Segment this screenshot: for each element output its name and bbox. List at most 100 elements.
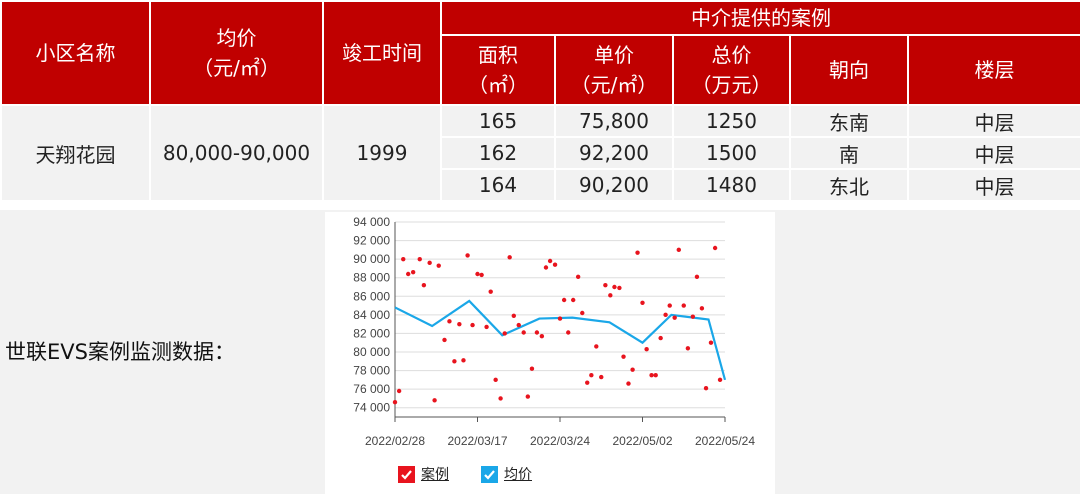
case-point (427, 260, 432, 266)
orientation-cell: 东南 (789, 104, 909, 138)
case-point (557, 316, 563, 321)
col-unit-price-header: 单价 （元/㎡） (554, 34, 674, 106)
case-point (552, 262, 558, 267)
case-point (498, 396, 503, 401)
col-total-price-header: 总价 （万元） (672, 34, 791, 106)
y-tick-label: 76 000 (353, 382, 390, 396)
chart-svg: 74 000 76 000 78 000 80 000 82 000 84 000 86 0… (353, 215, 755, 448)
legend-item-avg[interactable]: 均价 (481, 464, 532, 484)
col-area-header: 面积 （㎡） (440, 34, 556, 106)
case-point (672, 315, 677, 320)
x-tick-label: 2022/05/02 (612, 434, 672, 448)
community-name-cell: 天翔花园 (0, 104, 151, 202)
case-point (421, 282, 427, 288)
case-point (417, 256, 422, 262)
case-point (626, 381, 631, 386)
case-point (484, 324, 489, 330)
case-point (676, 247, 681, 253)
case-point (580, 310, 585, 316)
case-point (543, 265, 549, 270)
case-point (465, 253, 470, 258)
case-point (521, 330, 526, 335)
case-point (457, 321, 462, 327)
y-tick-label: 94 000 (353, 215, 390, 229)
y-tick-label: 90 000 (353, 252, 390, 266)
total-price-cell: 1250 (672, 104, 791, 138)
case-point (392, 399, 398, 405)
case-point (585, 380, 590, 385)
orientation-cell: 东北 (789, 168, 909, 202)
case-point (649, 373, 654, 378)
case-point (566, 330, 571, 335)
legend-label-avg: 均价 (504, 467, 532, 483)
case-point (511, 313, 516, 318)
y-tick-label: 82 000 (353, 326, 390, 340)
floor-cell: 中层 (906, 136, 1080, 170)
evs-section: 世联EVS案例监测数据： 74 000 76 000 78 000 80 000 82 … (0, 210, 1080, 494)
case-point (663, 312, 668, 318)
table-row: 天翔花园 80,000-90,000 1999 165 75,800 1250 … (0, 104, 1080, 202)
x-tick-label: 2022/03/24 (530, 434, 590, 448)
unit-price-cell: 90,200 (554, 168, 674, 202)
case-point (502, 331, 507, 336)
y-tick-label: 88 000 (353, 271, 390, 285)
case-point (432, 398, 437, 403)
legend-item-cases[interactable]: 案例 (398, 464, 449, 484)
case-point (534, 330, 540, 335)
case-point (658, 335, 663, 341)
case-point (516, 322, 521, 328)
case-point (640, 300, 645, 305)
case-point (612, 284, 617, 290)
case-point (630, 367, 635, 372)
case-point (436, 263, 441, 268)
case-point (690, 314, 696, 319)
case-point (681, 303, 686, 308)
table-row: 164 90,200 1480 东北 中层 (1, 168, 1080, 202)
unit-price-cell: 75,800 (554, 104, 674, 138)
evs-chart: 74 000 76 000 78 000 80 000 82 000 84 000 86 0… (325, 212, 775, 494)
case-point (493, 377, 498, 383)
col-community-header: 小区名称 (0, 0, 151, 106)
col-built-year-header: 竣工时间 (322, 0, 442, 106)
legend-check-icon (481, 465, 498, 483)
avg-price-label: 均价 (216, 26, 257, 50)
area-label: 面积 (478, 43, 518, 67)
case-point (708, 340, 714, 345)
case-point (507, 255, 512, 260)
legend-label-cases: 案例 (421, 467, 449, 483)
area-cell: 164 (440, 168, 556, 202)
orientation-cell: 南 (789, 136, 909, 170)
case-point (539, 334, 545, 339)
evs-label: 世联EVS案例监测数据： (5, 340, 235, 364)
total-price-cell: 1480 (672, 168, 791, 202)
case-point (599, 374, 604, 380)
avg-price-cell: 80,000-90,000 (149, 104, 324, 202)
y-tick-label: 74 000 (353, 401, 390, 415)
floor-cell: 中层 (906, 104, 1080, 138)
case-point (406, 271, 411, 277)
case-point (525, 394, 531, 399)
area-cell: 162 (440, 136, 556, 170)
case-point (401, 256, 406, 262)
total-price-unit: （万元） (691, 73, 772, 97)
case-point (547, 258, 553, 264)
case-point (617, 285, 622, 291)
case-point (452, 359, 457, 364)
unit-price-cell: 92,200 (554, 136, 674, 170)
case-point (396, 388, 402, 394)
col-avg-price-header: 均价 （元/㎡） (149, 0, 324, 106)
case-point (608, 293, 613, 298)
floor-cell: 中层 (906, 168, 1080, 202)
case-point (603, 282, 608, 288)
avg-price-line (394, 299, 727, 381)
y-tick-label: 86 000 (353, 289, 390, 303)
case-point (410, 269, 416, 275)
total-price-cell: 1500 (672, 136, 791, 170)
y-tick-label: 78 000 (353, 364, 390, 378)
agency-cases-header: 中介提供的案例 (439, 0, 1080, 36)
unit-price-label: 单价 (594, 43, 634, 67)
case-point (694, 274, 700, 279)
x-tick-label: 2022/03/17 (447, 434, 507, 448)
case-point (635, 250, 640, 255)
case-point (561, 297, 567, 303)
